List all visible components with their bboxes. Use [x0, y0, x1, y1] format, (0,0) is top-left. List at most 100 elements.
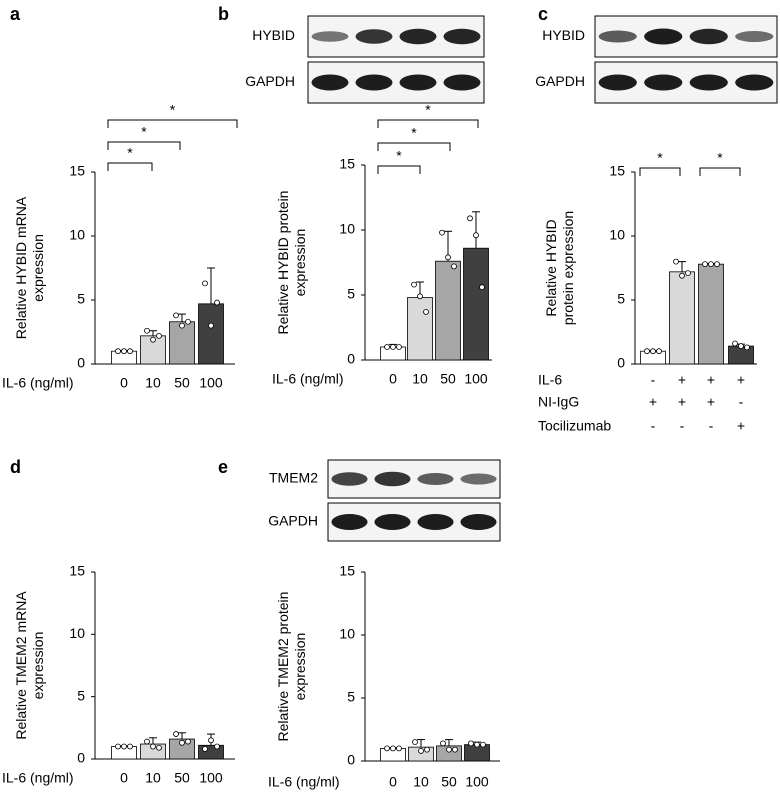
blot-band	[331, 472, 368, 486]
data-point	[390, 344, 396, 350]
data-point	[150, 743, 156, 750]
x-tick-label: 10	[145, 375, 161, 391]
data-point	[396, 344, 402, 350]
data-point	[732, 340, 738, 347]
y-tick-label: 0	[617, 355, 625, 371]
y-tick-label: 15	[69, 563, 85, 579]
y-tick-label: 10	[69, 227, 85, 243]
data-point	[202, 280, 208, 287]
blot-band	[644, 74, 683, 91]
condition-sign: +	[678, 394, 686, 410]
panel-label: d	[10, 457, 21, 477]
data-point	[440, 740, 446, 747]
x-tick-label: 50	[174, 375, 190, 391]
y-axis-title-line: Relative HYBID protein	[275, 191, 291, 335]
panel-label: e	[218, 457, 228, 477]
data-point	[179, 739, 185, 746]
data-point	[702, 261, 708, 268]
y-tick-label: 10	[339, 626, 355, 642]
y-axis-title-line: Relative HYBID mRNA	[13, 196, 29, 339]
blot-band	[311, 74, 349, 91]
panel: a 0 5 10 15 Relative HYBID mRNAexpression IL-6…	[2, 4, 238, 391]
blot-band	[644, 28, 683, 45]
data-point	[173, 731, 179, 737]
blot-band	[311, 31, 349, 42]
condition-sign: +	[649, 394, 657, 410]
x-tick-label: 100	[465, 774, 489, 790]
y-tick-label: 10	[339, 221, 355, 237]
y-axis-title: Relative HYBID proteinexpression	[275, 191, 308, 335]
significance-label: *	[127, 145, 133, 161]
data-point	[115, 348, 121, 355]
significance-label: *	[411, 125, 417, 141]
x-tick-label: 50	[441, 774, 457, 790]
condition-name: IL-6	[538, 372, 562, 388]
data-point	[185, 738, 191, 745]
blot-band	[417, 514, 454, 530]
significance-label: *	[717, 150, 723, 166]
blot-band	[689, 74, 728, 91]
y-tick-label: 0	[77, 355, 85, 371]
bar	[407, 297, 433, 361]
data-point	[673, 258, 679, 265]
x-axis-title: IL-6 (ng/ml)	[268, 774, 340, 790]
y-tick-label: 10	[69, 625, 85, 641]
y-tick-label: 5	[617, 291, 625, 307]
significance-bracket	[377, 142, 451, 151]
data-point	[384, 745, 390, 752]
data-point	[738, 343, 744, 349]
blot-band	[689, 28, 728, 45]
data-point	[423, 308, 429, 315]
data-point	[474, 741, 480, 748]
blot-label: HYBID	[252, 27, 295, 43]
bar	[435, 260, 461, 361]
data-point	[679, 272, 685, 279]
data-point	[214, 743, 220, 750]
y-tick-label: 15	[339, 156, 355, 172]
y-axis-title-line: expression	[30, 234, 46, 302]
x-tick-label: 10	[145, 770, 161, 786]
y-axis-title: Relative HYBIDprotein expression	[543, 211, 576, 325]
panel: d 0 5 10 15 Relative TMEM2 mRNAexpression IL-6…	[2, 457, 235, 786]
data-point	[446, 746, 452, 753]
data-point	[644, 348, 650, 355]
data-point	[156, 744, 162, 751]
x-tick-label: 0	[120, 375, 128, 391]
panel-label: a	[10, 4, 21, 24]
bar	[198, 303, 224, 365]
y-axis-title-line: expression	[292, 633, 308, 701]
x-tick-label: 0	[389, 371, 397, 387]
data-point	[179, 322, 185, 329]
y-tick-label: 5	[347, 689, 355, 705]
data-point	[439, 229, 445, 236]
condition-sign: -	[651, 418, 656, 434]
data-point	[445, 254, 451, 261]
condition-sign: +	[678, 372, 686, 388]
data-point	[480, 741, 486, 748]
blot-label: HYBID	[542, 27, 585, 43]
significance-bracket	[377, 165, 421, 174]
condition-sign: -	[739, 394, 744, 410]
significance-bracket	[107, 119, 238, 128]
x-axis-title: IL-6 (ng/ml)	[2, 375, 74, 391]
blot-label: GAPDH	[535, 73, 585, 89]
y-tick-label: 15	[339, 563, 355, 579]
significance-label: *	[657, 150, 663, 166]
data-point	[467, 215, 473, 222]
blot-band	[374, 514, 411, 530]
data-point	[390, 745, 396, 752]
bar	[669, 271, 695, 365]
x-tick-label: 50	[440, 371, 456, 387]
blot-band	[443, 28, 481, 45]
data-point	[473, 232, 479, 239]
blot-band	[374, 471, 411, 487]
condition-sign: +	[707, 394, 715, 410]
data-point	[396, 745, 402, 752]
data-point	[468, 740, 474, 747]
y-tick-label: 0	[347, 351, 355, 367]
y-axis-title-line: Relative HYBID	[543, 219, 559, 316]
significance-label: *	[396, 148, 402, 164]
y-axis-title-line: Relative TMEM2 mRNA	[13, 591, 29, 740]
data-point	[185, 318, 191, 325]
significance-label: *	[141, 124, 147, 140]
